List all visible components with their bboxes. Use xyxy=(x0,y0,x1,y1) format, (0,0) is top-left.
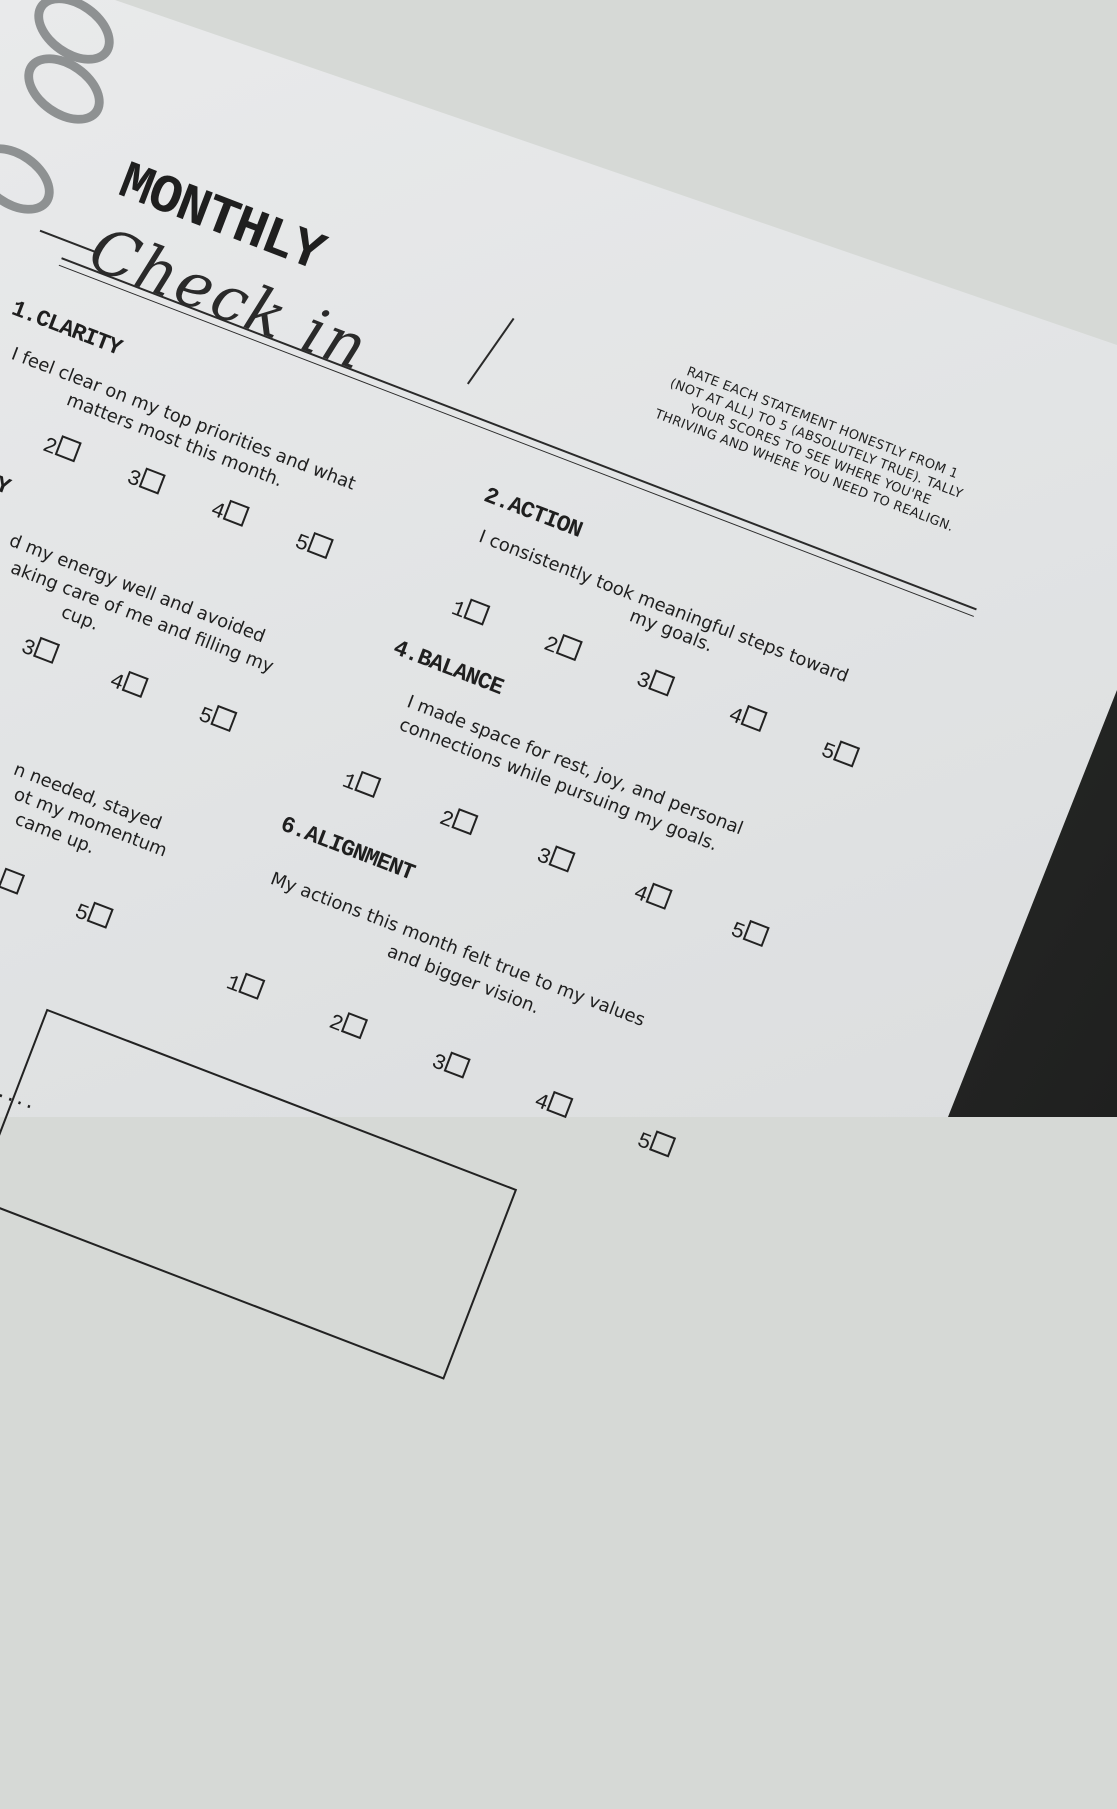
rating-option[interactable]: 2 xyxy=(540,629,642,691)
rating-option[interactable]: 2 xyxy=(39,430,133,488)
rating-option[interactable]: 5 xyxy=(727,915,834,978)
rating-option[interactable]: 5 xyxy=(71,897,170,957)
checkbox[interactable] xyxy=(0,867,26,895)
vertical-divider xyxy=(466,317,515,385)
rating-option[interactable]: 3 xyxy=(17,632,116,692)
rating-option[interactable]: 5 xyxy=(817,735,919,797)
rating-option[interactable]: 4 xyxy=(207,495,301,553)
heading-energy: Y xyxy=(0,471,13,501)
heading-alignment: 6.ALIGNMENT xyxy=(276,811,418,887)
rating-option[interactable]: 4 xyxy=(725,700,827,762)
rating-option[interactable]: 3 xyxy=(428,1046,541,1112)
rating-option[interactable]: 2 xyxy=(436,803,543,866)
instructions: RATE EACH STATEMENT HONESTLY FROM 1 (NOT… xyxy=(652,358,974,536)
rating-option[interactable]: 1 xyxy=(223,968,336,1034)
rating-option[interactable]: 5 xyxy=(633,1125,746,1191)
statement-line: connections while pursuing my goals. xyxy=(396,714,721,856)
rating-option[interactable]: 3 xyxy=(123,462,217,520)
heading-balance: 4.BALANCE xyxy=(389,635,507,701)
rating-option[interactable]: 3 xyxy=(533,840,640,903)
rating-option[interactable]: 1 xyxy=(339,766,446,829)
rating-option[interactable]: 2 xyxy=(325,1007,438,1073)
rating-option[interactable]: 3 xyxy=(633,664,735,726)
statement-line: I consistently took meaningful steps tow… xyxy=(476,526,852,688)
rating-option[interactable]: 4 xyxy=(106,666,205,726)
rating-option[interactable]: 4 xyxy=(0,863,81,923)
title-dash xyxy=(39,229,97,254)
rating-option[interactable]: 5 xyxy=(291,527,385,585)
rating-option[interactable]: 1 xyxy=(448,593,550,655)
rating-option[interactable]: 4 xyxy=(531,1086,644,1152)
rating-option[interactable]: 5 xyxy=(195,700,294,760)
rating-option[interactable]: 4 xyxy=(630,878,737,941)
